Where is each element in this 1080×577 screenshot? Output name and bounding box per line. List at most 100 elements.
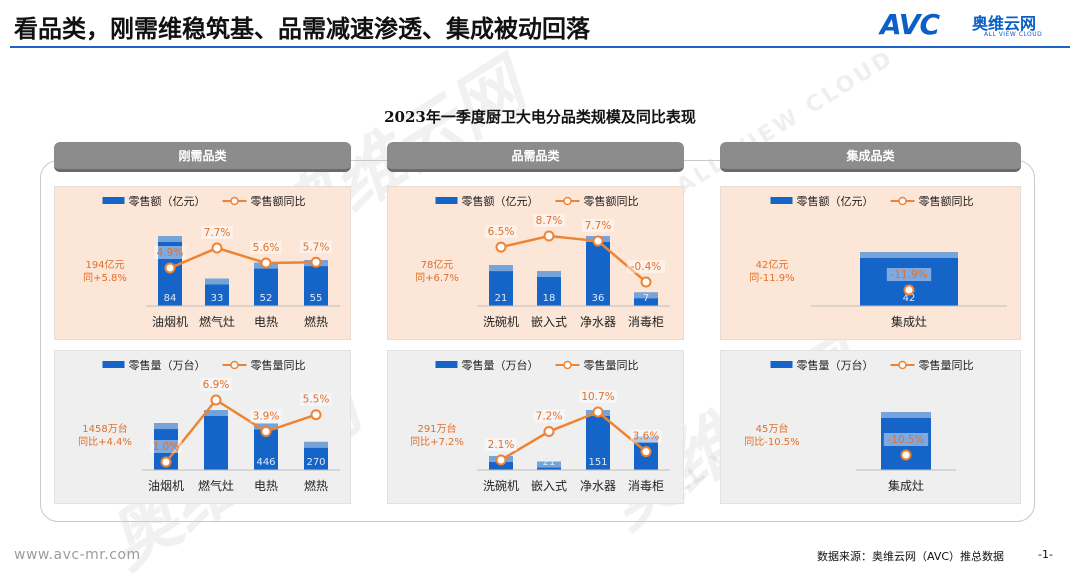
yoy-label-bg	[627, 260, 665, 273]
yoy-label-bg	[300, 240, 332, 254]
summary-text: 同比-10.5%	[744, 436, 799, 448]
yoy-label: 5.7%	[303, 241, 330, 253]
yoy-point	[640, 276, 652, 288]
yoy-label: 8.7%	[536, 215, 563, 227]
yoy-label-bg	[154, 246, 186, 259]
legend-line-label: 零售额同比	[919, 194, 974, 208]
yoy-label-bg	[886, 268, 932, 281]
legend-bar-label: 零售额（亿元）	[797, 194, 874, 208]
group-header-integrated: 集成品类	[720, 142, 1021, 172]
bar-value-label: 55	[310, 293, 323, 304]
chart-panel-p3: 零售额（亿元） 零售额同比 42亿元 同-11.9% 42 集成灶 -11.9%	[720, 186, 1021, 340]
yoy-line	[165, 398, 317, 463]
category-label: 洗碗机	[483, 314, 519, 329]
bar-cap	[304, 441, 328, 448]
bar-value-label: 446	[256, 457, 275, 468]
legend-line-marker	[230, 360, 239, 370]
category-label: 燃热	[304, 314, 328, 329]
bar-value-label: 52	[260, 293, 273, 304]
category-label: 电热	[254, 315, 278, 329]
avc-logo: AVC 奥维云网 ALL VIEW CLOUD	[880, 6, 1070, 42]
bar-cap	[881, 412, 931, 418]
yoy-label: 3.6%	[633, 431, 660, 443]
legend-bar-label: 零售额（亿元）	[462, 194, 539, 208]
category-label: 洗碗机	[483, 478, 519, 493]
yoy-line	[169, 246, 317, 270]
legend-line-label: 零售额同比	[251, 194, 306, 208]
category-label: 油烟机	[148, 479, 184, 493]
yoy-point	[543, 230, 555, 242]
yoy-label-bg	[200, 378, 232, 391]
yoy-point	[164, 262, 176, 274]
yoy-label: 4.9%	[157, 247, 184, 259]
chart-panel-p2: 零售额（亿元） 零售额同比 78亿元 同+6.7% 21 洗碗机 18 嵌入式 36 净水器 7 消毒…	[387, 186, 684, 340]
legend-bar-label: 零售额（亿元）	[129, 194, 206, 208]
chart-panel-p5: 零售量（万台） 零售量同比 291万台 同比+7.2% 洗碗机 21 嵌入式 151 净水器 消毒…	[387, 350, 684, 504]
summary-text: 同+5.8%	[83, 272, 127, 284]
summary-text: 78亿元	[421, 258, 454, 271]
yoy-label-bg	[250, 409, 282, 423]
logo-brand: AVC	[880, 8, 940, 41]
legend-line-marker	[563, 360, 572, 370]
yoy-point	[310, 256, 322, 268]
yoy-label-bg	[579, 390, 617, 403]
page-number: -1-	[1038, 548, 1053, 561]
legend-line-marker	[230, 196, 239, 206]
summary-text: 1458万台	[82, 422, 127, 435]
category-label: 消毒柜	[628, 315, 664, 329]
chart-panel-p4: 零售量（万台） 零售量同比 1458万台 同比+4.4% 油烟机 燃气灶 446 电热 270 燃…	[54, 350, 351, 504]
chart-panel-p6: 零售量（万台） 零售量同比 45万台 同比-10.5% 集成灶 -10.5%	[720, 350, 1021, 504]
legend-bar-swatch	[435, 361, 458, 368]
category-label: 燃热	[304, 478, 328, 493]
yoy-label: 10.7%	[581, 391, 614, 403]
legend-line-marker	[563, 196, 572, 206]
yoy-point	[900, 449, 912, 461]
bar-value-label: 18	[543, 293, 556, 304]
legend-line-label: 零售额同比	[584, 194, 639, 208]
bar-燃热	[304, 260, 328, 306]
yoy-label: 3.9%	[253, 411, 280, 423]
page-title: 看品类，刚需维稳筑基、品需减速渗透、集成被动回落	[14, 15, 590, 43]
chart-subtitle: 2023年一季度厨卫大电分品类规模及同比表现	[384, 108, 696, 126]
summary-text: 42亿元	[756, 258, 789, 271]
yoy-point	[160, 456, 172, 468]
yoy-label-bg	[630, 429, 662, 443]
legend-line-marker	[898, 196, 907, 206]
bar-cap	[489, 265, 513, 272]
bar-cap	[537, 271, 561, 277]
yoy-point	[310, 409, 322, 421]
category-label: 电热	[254, 479, 278, 493]
bar-集成灶	[860, 252, 958, 306]
bar-燃气灶	[204, 410, 228, 470]
bar-value-label: 21	[495, 293, 508, 304]
group-header-rigid: 刚需品类	[54, 142, 351, 172]
bar-value-label: 270	[306, 457, 325, 468]
panel-background	[387, 350, 684, 504]
yoy-line	[500, 234, 647, 283]
yoy-label-bg	[250, 241, 282, 254]
bar-cap	[158, 236, 182, 242]
yoy-label-bg	[533, 409, 565, 423]
yoy-label: 7.2%	[536, 411, 563, 423]
yoy-line	[500, 410, 647, 462]
footer-url[interactable]: www.avc-mr.com	[14, 547, 141, 563]
yoy-label: 6.5%	[488, 226, 515, 238]
yoy-point	[260, 426, 272, 438]
summary-text: 291万台	[417, 422, 456, 435]
summary-text: 同+6.7%	[415, 272, 459, 284]
legend-bar-swatch	[770, 361, 793, 368]
yoy-label-bg	[201, 226, 233, 239]
yoy-point	[903, 284, 915, 296]
yoy-point	[543, 426, 555, 438]
summary-text: 同-11.9%	[749, 272, 794, 284]
yoy-label-bg	[485, 225, 517, 239]
legend-bar-swatch	[102, 361, 125, 368]
yoy-label-bg	[883, 433, 929, 446]
legend-bar-swatch	[435, 197, 458, 204]
category-label: 燃气灶	[199, 314, 235, 329]
legend-line-marker	[898, 360, 907, 370]
